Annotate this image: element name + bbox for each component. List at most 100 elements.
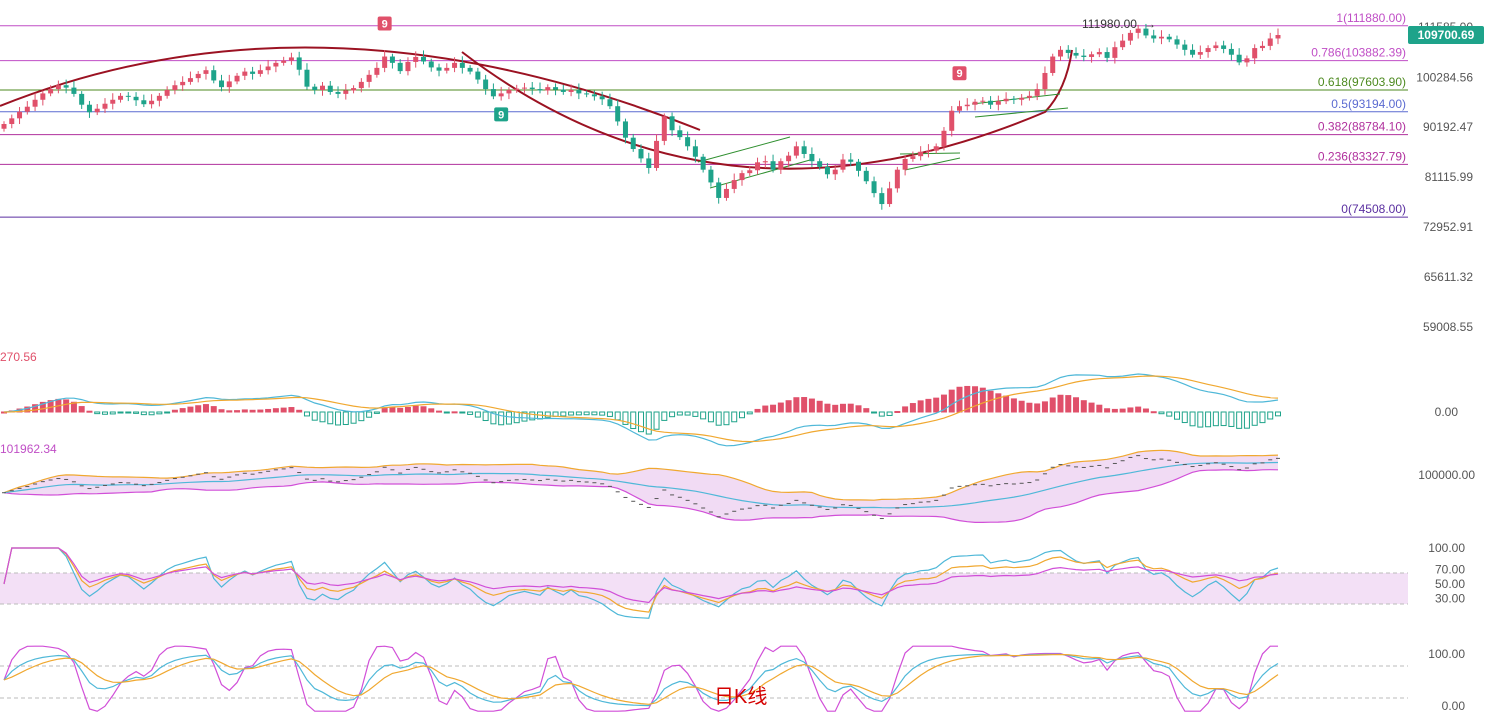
macd-bar [319, 411, 326, 423]
td-marker-label: 9 [956, 68, 962, 80]
macd-bar [1251, 411, 1258, 426]
td-marker [377, 16, 392, 31]
candle-body [731, 180, 737, 189]
candle-body [257, 70, 263, 74]
macd-bar [583, 411, 590, 416]
macd-bar [1088, 402, 1095, 413]
candle-body [397, 62, 403, 72]
candle-body [234, 75, 240, 82]
candle-body [86, 104, 92, 113]
macd-bar [335, 411, 342, 426]
macd-bar [1065, 395, 1072, 413]
macd-bar [436, 410, 443, 413]
macd-panel: 270.56 0.00 [0, 350, 1458, 419]
candle-body [964, 104, 970, 107]
macd-bar [824, 403, 831, 413]
candle-body [995, 101, 1001, 105]
macd-bar [140, 411, 147, 416]
macd-bar [1150, 411, 1157, 414]
candle-body [894, 169, 900, 189]
macd-bar [1228, 411, 1235, 427]
candle-body [661, 116, 667, 141]
fib-level-label: 0.236(83327.79) [1318, 149, 1406, 163]
candle-body [1143, 28, 1149, 36]
macd-bar [847, 403, 854, 413]
macd-bar [839, 403, 846, 413]
macd-bar [902, 406, 909, 413]
candle-body [879, 193, 885, 205]
candle-body [24, 106, 30, 112]
candle-body [149, 100, 155, 105]
candle-body [17, 111, 23, 119]
macd-bar [1096, 404, 1103, 413]
candle-body [568, 90, 574, 92]
macd-bar [1057, 394, 1064, 413]
price-tick-label: 81115.99 [1425, 170, 1474, 184]
macd-bar [909, 403, 916, 413]
macd-bar [78, 406, 85, 413]
macd-bar [948, 389, 955, 413]
candle-body [949, 110, 955, 131]
candle-body [692, 146, 698, 157]
period-label: 日K线 [714, 685, 767, 708]
macd-bar [1041, 401, 1048, 413]
macd-bar [676, 411, 683, 416]
boll-label: 101962.34 [0, 442, 57, 456]
macd-bar [614, 411, 621, 421]
candle-body [94, 108, 100, 113]
macd-bar [878, 411, 885, 417]
macd-bar [560, 411, 567, 417]
candle-body [887, 188, 893, 205]
candle-body [723, 188, 729, 198]
macd-bar [1111, 408, 1118, 413]
candle-body [1042, 72, 1048, 90]
candle-body [801, 146, 807, 154]
macd-bar [1220, 411, 1227, 427]
candle-body [420, 56, 426, 62]
macd-bar [1189, 411, 1196, 427]
candle-body [273, 62, 279, 67]
macd-bar [241, 409, 248, 413]
macd-bar [645, 411, 652, 435]
macd-bar [412, 405, 419, 413]
candle-body [40, 93, 46, 100]
macd-bar [39, 401, 46, 413]
candle-body [133, 96, 139, 101]
td-marker [494, 107, 509, 122]
macd-bar [381, 408, 388, 413]
macd-bar [1243, 411, 1250, 429]
candle-body [1089, 54, 1095, 57]
candle-body [1104, 52, 1110, 58]
candle-body [980, 100, 986, 102]
candle-body [933, 146, 939, 151]
rsi-band [0, 573, 1408, 604]
macd-bar [917, 400, 924, 413]
candle-body [187, 78, 193, 82]
candle-body [1057, 49, 1063, 57]
candle-body [529, 87, 535, 90]
candle-body [1, 124, 7, 129]
macd-bar [1142, 408, 1149, 413]
macd-bar [770, 404, 777, 413]
macd-bar [599, 411, 606, 416]
fib-level-label: 0(74508.00) [1341, 202, 1406, 216]
candle-body [1197, 52, 1203, 55]
svg-text:109700.69: 109700.69 [1418, 28, 1475, 42]
candle-body [79, 93, 85, 105]
kdj-tick-label: 100.00 [1428, 647, 1465, 661]
last-price-badge: 109700.69 [1408, 26, 1484, 44]
candle-body [1166, 36, 1172, 40]
price-tick-label: 65611.32 [1424, 270, 1473, 284]
macd-bar [692, 411, 699, 417]
macd-bar [125, 411, 132, 414]
rounding-top-arc [0, 46, 701, 131]
macd-bar [1174, 411, 1181, 420]
macd-bar [202, 404, 209, 413]
macd-bar [700, 411, 707, 420]
macd-bar [234, 410, 241, 413]
macd-bar [210, 406, 217, 413]
candle-body [436, 67, 442, 71]
macd-bar [1236, 411, 1243, 429]
candle-body [203, 70, 209, 74]
